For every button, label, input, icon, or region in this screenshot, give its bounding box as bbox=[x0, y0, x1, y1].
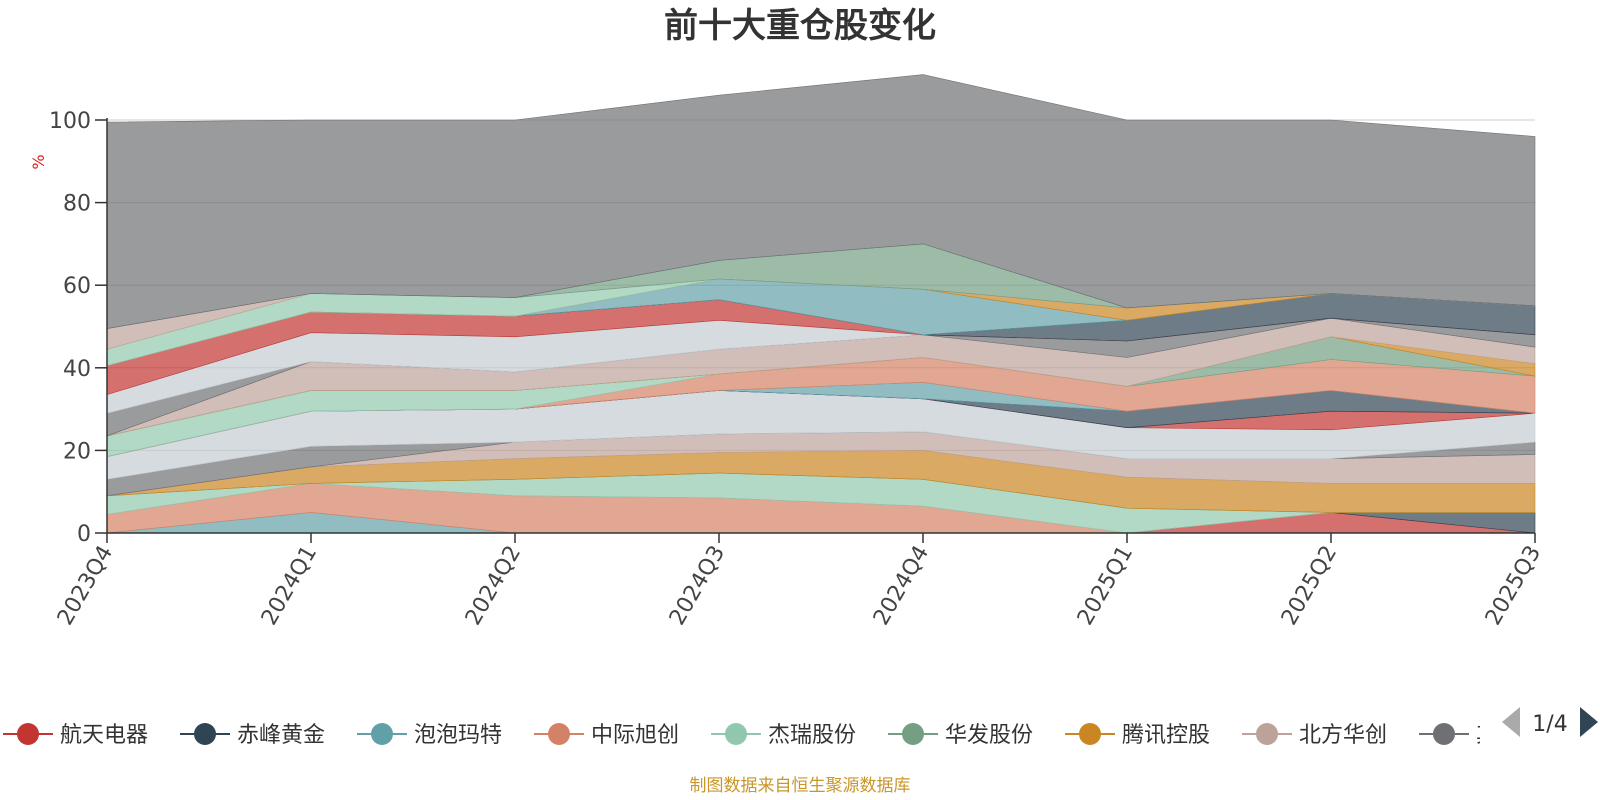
legend-item[interactable]: 赤峰黄金 bbox=[180, 723, 325, 748]
legend-label: 中际旭创 bbox=[591, 723, 679, 748]
x-tick-label: 2025Q2 bbox=[1277, 542, 1342, 630]
legend-marker-icon bbox=[194, 723, 216, 745]
legend-label: 航天电器 bbox=[60, 723, 148, 748]
x-tick-label: 2025Q3 bbox=[1481, 542, 1546, 630]
area-series bbox=[106, 74, 1536, 534]
legend-label: 华发股份 bbox=[945, 723, 1033, 748]
legend-item[interactable]: 其 bbox=[1419, 723, 1498, 748]
y-tick-label: 80 bbox=[63, 192, 91, 217]
legend-label: 赤峰黄金 bbox=[237, 723, 325, 748]
legend-label: 北方华创 bbox=[1299, 723, 1387, 748]
legend-prev-icon[interactable] bbox=[1502, 707, 1520, 737]
legend-page-label: 1/4 bbox=[1532, 712, 1567, 737]
legend-marker-icon bbox=[548, 723, 570, 745]
legend-label: 其 bbox=[1476, 723, 1498, 748]
legend-marker-icon bbox=[1433, 723, 1455, 745]
legend-item[interactable]: 华发股份 bbox=[888, 723, 1033, 748]
x-tick-label: 2025Q1 bbox=[1073, 542, 1138, 630]
y-tick-label: 20 bbox=[63, 439, 91, 464]
y-tick-label: 100 bbox=[49, 109, 91, 134]
y-tick-label: 0 bbox=[77, 522, 91, 547]
legend-item[interactable]: 航天电器 bbox=[3, 723, 148, 748]
legend-item[interactable]: 中际旭创 bbox=[534, 723, 679, 748]
legend-label: 泡泡玛特 bbox=[414, 723, 502, 748]
legend-marker-icon bbox=[902, 723, 924, 745]
legend-item[interactable]: 泡泡玛特 bbox=[357, 723, 502, 748]
legend: 航天电器 赤峰黄金 泡泡玛特 中际旭创 杰瑞股份 华发股份 腾讯控股 北方华创 其 bbox=[3, 723, 1498, 748]
legend-label: 腾讯控股 bbox=[1122, 723, 1210, 748]
x-tick-label: 2024Q3 bbox=[665, 542, 730, 630]
legend-pager: 1/4 bbox=[1502, 707, 1598, 737]
x-tick-label: 2024Q2 bbox=[461, 542, 526, 630]
y-tick-label: 60 bbox=[63, 274, 91, 299]
chart-title: 前十大重仓股变化 bbox=[664, 6, 936, 46]
legend-item[interactable]: 杰瑞股份 bbox=[711, 723, 856, 748]
legend-marker-icon bbox=[725, 723, 747, 745]
legend-item[interactable]: 腾讯控股 bbox=[1065, 723, 1210, 748]
y-axis-unit: % bbox=[29, 154, 48, 169]
y-tick-label: 40 bbox=[63, 357, 91, 382]
x-tick-label: 2024Q1 bbox=[257, 542, 322, 630]
legend-marker-icon bbox=[1256, 723, 1278, 745]
legend-marker-icon bbox=[17, 723, 39, 745]
x-tick-label: 2024Q4 bbox=[869, 542, 934, 630]
legend-label: 杰瑞股份 bbox=[768, 723, 856, 748]
legend-marker-icon bbox=[1079, 723, 1101, 745]
legend-next-icon[interactable] bbox=[1580, 707, 1598, 737]
data-source-note: 制图数据来自恒生聚源数据库 bbox=[690, 776, 911, 796]
x-tick-label: 2023Q4 bbox=[53, 542, 118, 630]
legend-item[interactable]: 北方华创 bbox=[1242, 723, 1387, 748]
area-其他20 bbox=[106, 74, 1536, 329]
legend-marker-icon bbox=[371, 723, 393, 745]
